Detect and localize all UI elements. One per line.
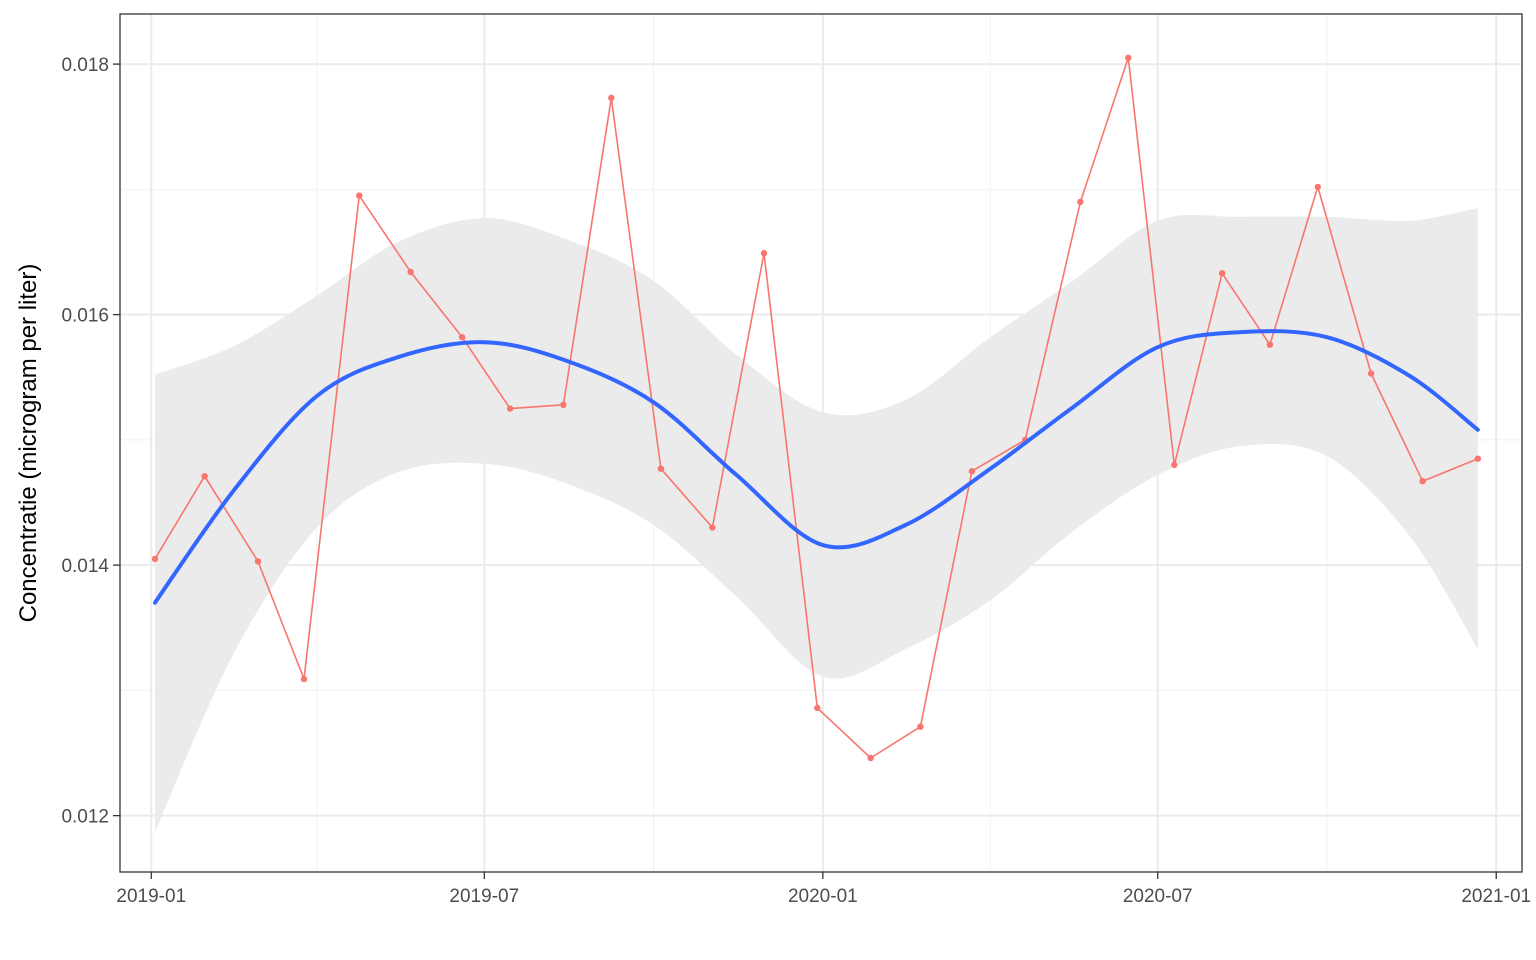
- confidence-band: [155, 208, 1478, 832]
- y-axis-title: Concentratie (microgram per liter): [15, 264, 42, 623]
- x-tick-label: 2021-01: [1461, 886, 1531, 907]
- data-point: [459, 334, 466, 341]
- data-point: [1125, 54, 1132, 61]
- data-point: [760, 250, 768, 257]
- data-point: [560, 401, 567, 408]
- data-point: [657, 465, 665, 472]
- data-point: [1266, 341, 1274, 348]
- data-point: [300, 675, 308, 683]
- smooth-trend-line: [153, 329, 1480, 605]
- y-axis: 0.012 0.014 0.016 0.018: [61, 55, 120, 828]
- y-tick-label: 0.012: [61, 807, 109, 828]
- data-point: [867, 754, 874, 762]
- y-tick-label: 0.014: [61, 556, 109, 577]
- y-tick-label: 0.016: [61, 306, 109, 327]
- x-tick-label: 2020-01: [788, 886, 858, 907]
- data-point: [201, 473, 208, 480]
- data-point: [407, 268, 414, 276]
- data-point: [151, 555, 159, 563]
- x-tick-label: 2019-07: [449, 886, 519, 907]
- data-point: [1367, 370, 1375, 377]
- data-point: [917, 723, 924, 730]
- data-point: [1077, 198, 1084, 206]
- data-point: [709, 524, 716, 531]
- data-point: [506, 405, 514, 412]
- smooth-trend-series: [153, 329, 1480, 605]
- data-point: [1419, 478, 1426, 485]
- y-tick-label: 0.018: [61, 55, 109, 76]
- x-tick-label: 2020-07: [1123, 886, 1193, 907]
- data-point: [1314, 183, 1322, 191]
- x-axis: 2019-01 2019-07 2020-01 2020-07 2021-01: [116, 872, 1531, 907]
- x-tick-label: 2019-01: [116, 886, 186, 907]
- data-point: [254, 558, 262, 565]
- data-point: [1171, 461, 1178, 469]
- plot-border: [119, 13, 1523, 873]
- data-point: [1474, 455, 1482, 462]
- data-point: [356, 192, 363, 199]
- data-point: [1218, 270, 1226, 277]
- data-point: [814, 704, 821, 712]
- data-point: [608, 94, 615, 102]
- data-point: [968, 468, 976, 475]
- confidence-ribbon: [155, 208, 1478, 832]
- measurement-series: [151, 54, 1482, 762]
